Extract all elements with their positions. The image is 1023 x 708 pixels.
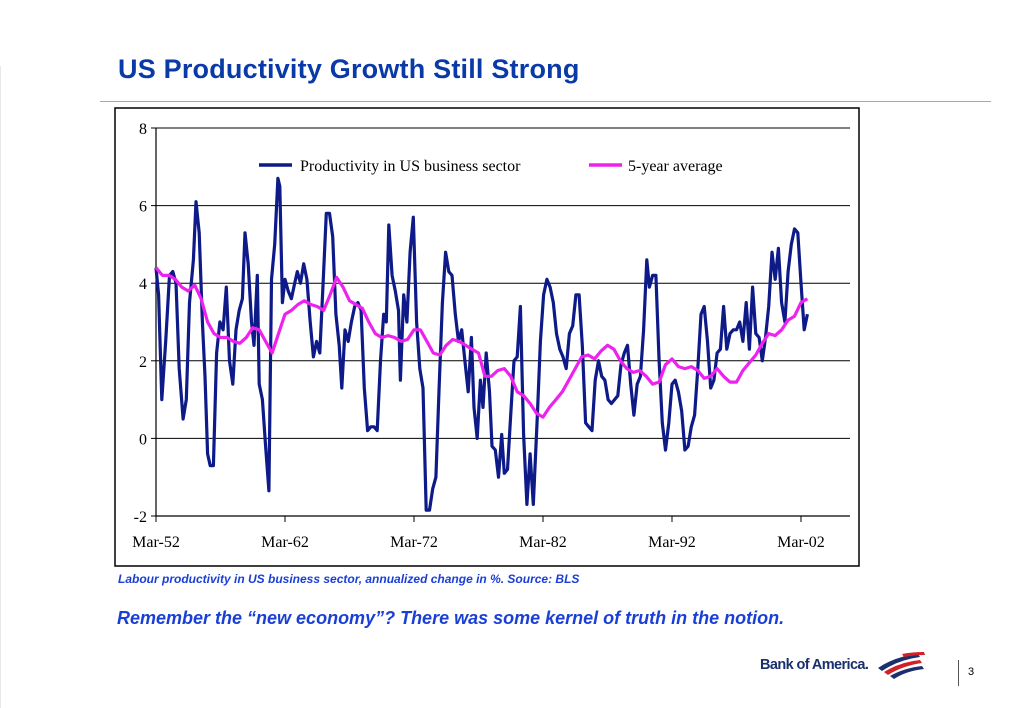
flag-logo-icon (878, 652, 926, 679)
bank-of-america-logo: Bank of America. (760, 650, 930, 680)
y-tick-label: 6 (139, 199, 147, 216)
y-tick-label: 2 (139, 354, 147, 371)
chart-container: -2 0 2 4 6 8 Mar-52 Mar-62 Mar-72 Mar-82 Mar-92 Mar… (114, 107, 860, 567)
x-tick-label: Mar-62 (261, 534, 309, 551)
axes: -2 0 2 4 6 8 Mar-52 Mar-62 Mar-72 Mar-82 Mar-92 Mar… (132, 121, 850, 551)
x-tick-label: Mar-72 (390, 534, 438, 551)
title-divider (100, 101, 991, 102)
y-tick-label: 0 (139, 431, 147, 448)
series-layer (154, 176, 809, 512)
x-tick-label: Mar-02 (777, 534, 825, 551)
x-tick-label: Mar-52 (132, 534, 180, 551)
left-edge-line (0, 66, 1, 708)
series-line-productivity (154, 176, 809, 512)
legend-label-5yr-average: 5-year average (628, 158, 723, 175)
x-tick-label: Mar-82 (519, 534, 567, 551)
legend-label-productivity: Productivity in US business sector (300, 158, 521, 175)
x-tick-label: Mar-92 (648, 534, 696, 551)
footer-divider (958, 660, 959, 686)
y-tick-label: -2 (134, 509, 147, 526)
y-tick-label: 4 (139, 276, 147, 293)
legend: Productivity in US business sector 5-yea… (259, 158, 723, 175)
page-number: 3 (968, 666, 975, 678)
series-line-5yr-average (154, 266, 809, 419)
slide-tagline: Remember the “new economy”? There was so… (117, 608, 785, 628)
logo-text: Bank of America. (760, 657, 869, 673)
slide-title: US Productivity Growth Still Strong (118, 54, 580, 84)
productivity-chart: -2 0 2 4 6 8 Mar-52 Mar-62 Mar-72 Mar-82 Mar-92 Mar… (114, 107, 860, 567)
y-tick-label: 8 (139, 121, 147, 138)
chart-caption: Labour productivity in US business secto… (118, 572, 580, 586)
chart-frame (114, 107, 860, 567)
